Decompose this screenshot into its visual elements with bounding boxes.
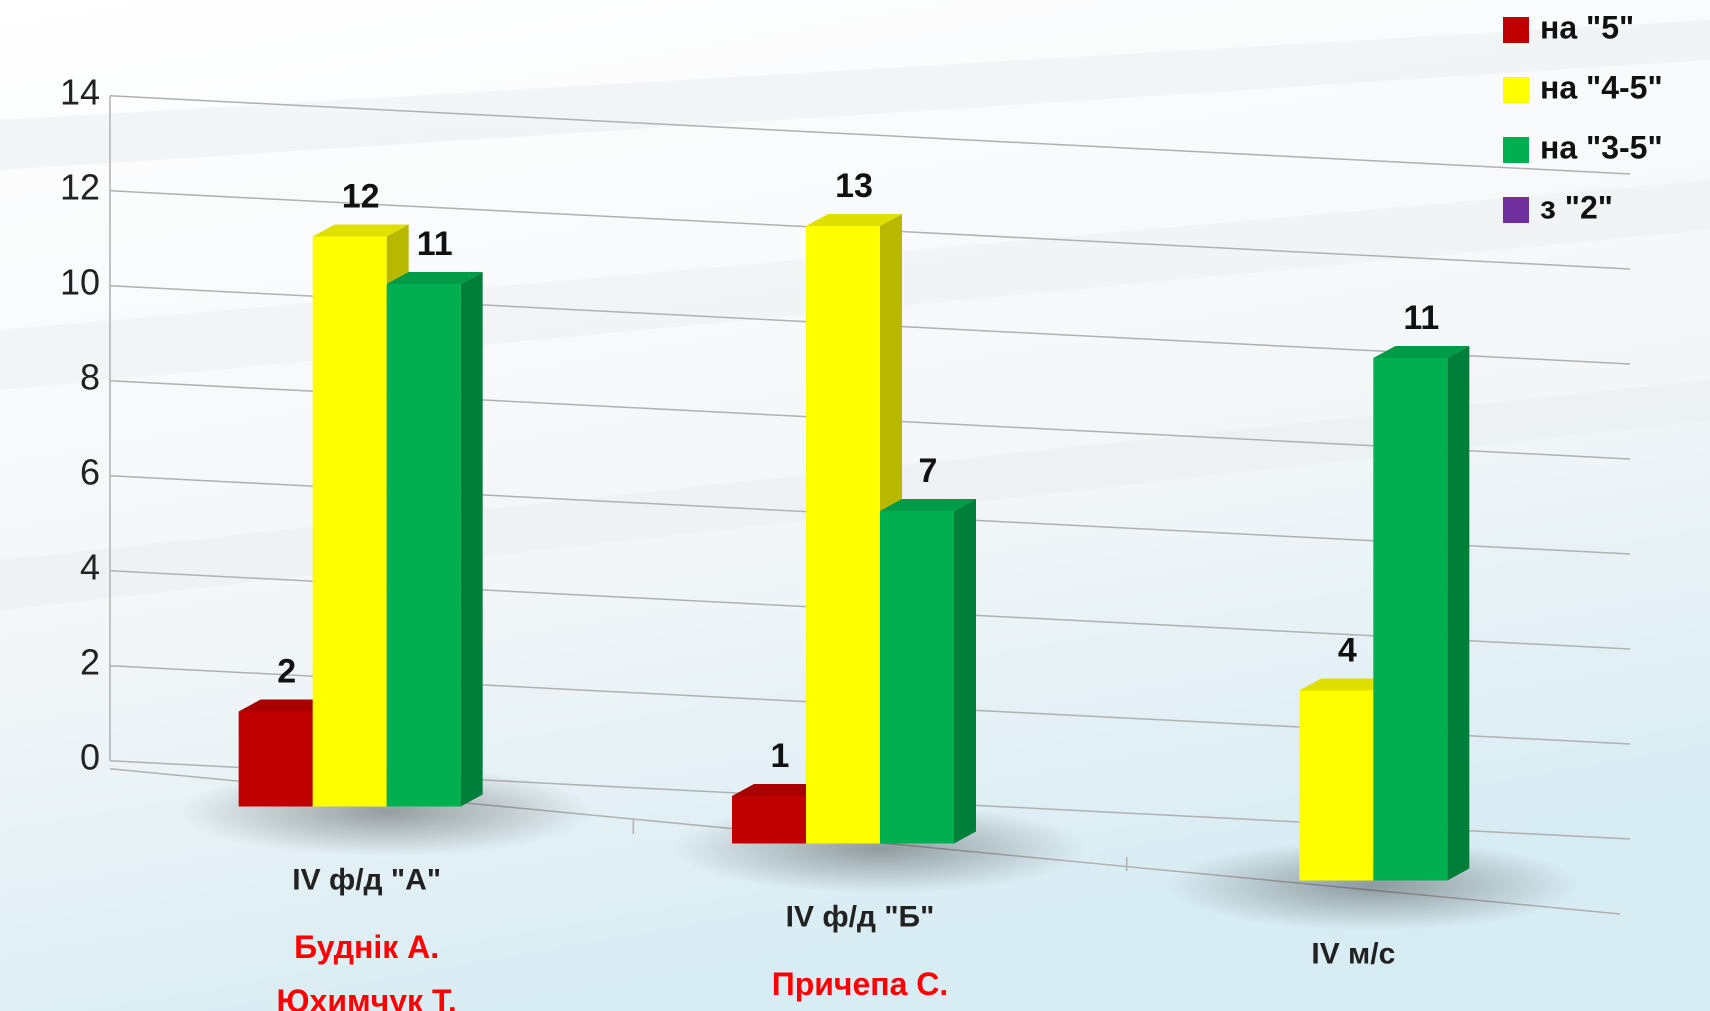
value-label: 11 — [417, 225, 453, 263]
bar-top — [880, 499, 976, 511]
bar-top — [238, 699, 335, 712]
legend-swatch — [1503, 197, 1529, 223]
bar — [1373, 346, 1470, 881]
value-label: 7 — [919, 452, 938, 490]
bar-top — [1299, 678, 1396, 691]
bar — [386, 272, 483, 807]
grid-line — [109, 95, 1631, 175]
legend-label: з "2" — [1540, 189, 1613, 225]
value-label: 12 — [342, 177, 380, 215]
bar-front — [1299, 690, 1374, 881]
value-label: 2 — [277, 652, 296, 690]
bar-top — [1373, 346, 1470, 358]
legend-swatch — [1503, 77, 1529, 103]
bar-front — [1373, 358, 1448, 881]
x-tick-label: IV ф/д "А" — [292, 863, 441, 896]
x-tick-label: IV ф/д "Б" — [786, 900, 935, 933]
value-label: 4 — [1338, 631, 1357, 669]
value-label: 1 — [771, 737, 790, 775]
y-tick-label: 4 — [80, 547, 100, 588]
bar-front — [880, 511, 954, 844]
bar-top — [386, 272, 483, 284]
bar-side — [460, 272, 483, 807]
x-tick-label: IV м/с — [1311, 937, 1395, 970]
bar — [880, 499, 976, 844]
bar-front — [238, 711, 313, 807]
bar-front — [806, 226, 880, 844]
legend-swatch — [1503, 137, 1529, 163]
bar-shadow — [1166, 840, 1581, 931]
annotation: Причепа С. — [772, 966, 949, 1002]
y-tick-label: 0 — [80, 737, 100, 778]
y-tick-label: 10 — [60, 262, 100, 303]
y-tick-label: 8 — [80, 357, 100, 398]
legend-swatch — [1503, 17, 1529, 43]
bar-side — [954, 499, 976, 844]
bar-front — [386, 284, 461, 807]
legend-label: на "3-5" — [1540, 129, 1663, 165]
y-tick-label: 2 — [80, 642, 100, 683]
legend-label: на "4-5" — [1540, 69, 1663, 105]
annotation: Юхимчук Т. — [277, 983, 457, 1011]
value-label: 13 — [835, 167, 873, 205]
y-tick-label: 6 — [80, 452, 100, 493]
bar-top — [806, 214, 902, 226]
bar-side — [1447, 346, 1470, 881]
y-tick-label: 12 — [60, 167, 100, 208]
value-label: 11 — [1403, 299, 1439, 337]
bar-top — [312, 224, 409, 237]
bar-top — [732, 784, 828, 796]
annotation: Буднік А. — [294, 929, 439, 965]
bar-front — [312, 236, 387, 807]
legend-label: на "5" — [1540, 9, 1634, 45]
y-tick-label: 14 — [60, 72, 100, 113]
bar-front — [732, 796, 806, 844]
